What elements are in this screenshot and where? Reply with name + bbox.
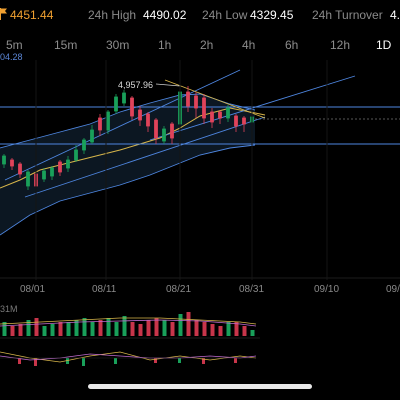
x-tick-0801: 08/01 (20, 284, 46, 295)
x-tick-0910: 09/10 (314, 284, 340, 295)
candles (2, 83, 254, 192)
descending-trend-line (164, 79, 266, 119)
bollinger-lower (0, 144, 256, 236)
tab-15m[interactable]: 15m (54, 38, 78, 52)
tab-1d[interactable]: 1D (376, 38, 392, 52)
tab-30m[interactable]: 30m (106, 38, 130, 52)
high-24h-label: 24h High (88, 8, 137, 22)
moving-average-line (0, 107, 266, 189)
high-marker-line (155, 83, 181, 87)
volume-bars (0, 312, 257, 336)
x-tick-0821: 08/21 (166, 284, 192, 295)
trend-channel-upper (4, 69, 241, 181)
low-24h-value: 4329.45 (250, 8, 294, 22)
ticker-stats-bar: 4451.44 24h High 4490.02 24h Low 4329.45… (0, 8, 400, 28)
price-axis-label: 04.28 (0, 52, 23, 62)
x-tick-0920: 09/ (386, 284, 400, 295)
x-tick-0831: 08/31 (239, 284, 265, 295)
volume-label: 31M (0, 304, 18, 314)
tab-4h[interactable]: 4h (242, 38, 256, 52)
tab-2h[interactable]: 2h (200, 38, 214, 52)
timeframe-tabs: 5m 15m 30m 1h 2h 4h 6h 12h 1D (0, 38, 400, 58)
high-24h-value: 4490.02 (143, 8, 187, 22)
tab-5m[interactable]: 5m (6, 38, 23, 52)
turnover-24h-label: 24h Turnover (312, 8, 383, 22)
low-24h-label: 24h Low (202, 8, 248, 22)
trend-channel-lower (24, 116, 266, 198)
turnover-24h-value: 4. (390, 8, 400, 22)
last-price: 4451.44 (10, 8, 54, 22)
high-marker-label: 4,957.96 (118, 80, 154, 90)
tab-12h[interactable]: 12h (330, 38, 351, 52)
tab-1h[interactable]: 1h (158, 38, 172, 52)
oscillator-panel (0, 351, 257, 366)
x-tick-0811: 08/11 (92, 284, 117, 295)
flag-icon (0, 8, 8, 23)
home-indicator[interactable] (88, 384, 312, 389)
tab-6h[interactable]: 6h (285, 38, 299, 52)
